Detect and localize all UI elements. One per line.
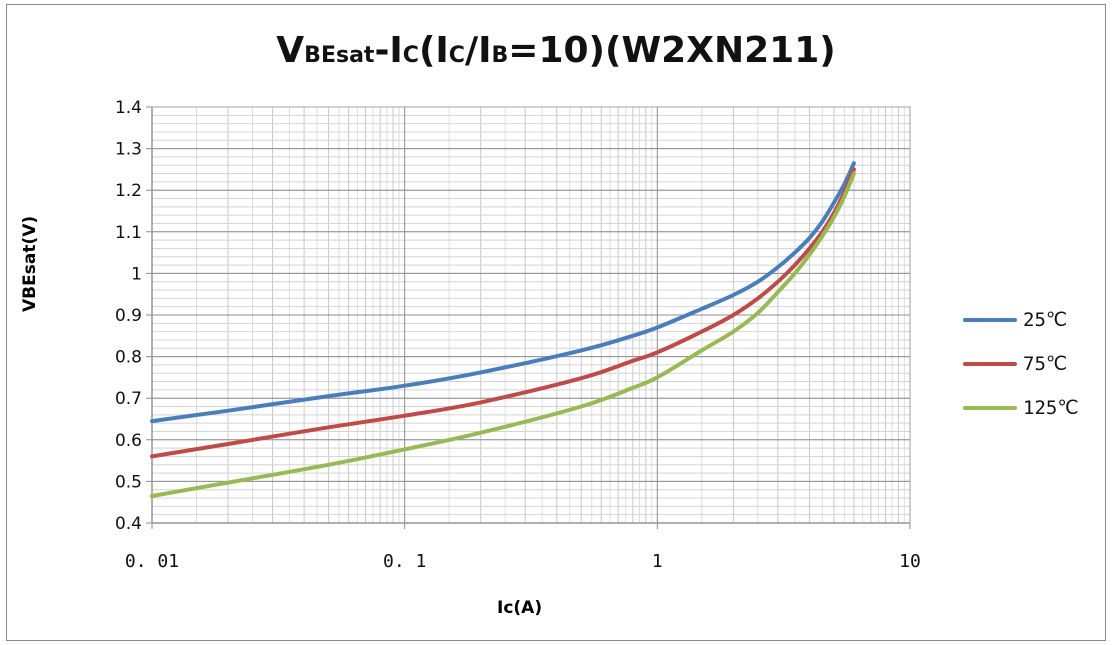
title-part: BEsat (304, 43, 375, 68)
y-tick-label: 1.3 (115, 140, 142, 160)
series-line-2 (150, 171, 856, 498)
x-tick-label: 1 (652, 551, 663, 572)
series-line-1 (150, 167, 856, 459)
y-tick-label: 0.5 (115, 472, 142, 492)
y-tick-label: 1.1 (115, 223, 142, 243)
legend: 25℃ 75℃ 125℃ (963, 309, 1103, 442)
plot-area (151, 106, 911, 524)
y-tick-label: 0.4 (115, 514, 142, 534)
legend-item: 75℃ (963, 353, 1103, 375)
chart-title: VBEsat-IC(IC/IB=10)(W2XN211) (0, 30, 1112, 71)
legend-item: 125℃ (963, 397, 1103, 419)
legend-label: 75℃ (1023, 353, 1068, 375)
legend-swatch (963, 406, 1017, 410)
y-tick-label: 0.8 (115, 348, 142, 368)
legend-item: 25℃ (963, 309, 1103, 331)
title-part: (I (418, 30, 449, 71)
title-part: C (402, 43, 419, 68)
y-axis-label: VBEsat(V) (20, 215, 40, 312)
chart-frame (6, 4, 1106, 641)
legend-swatch (963, 318, 1017, 322)
legend-label: 25℃ (1023, 309, 1068, 331)
series-line-0 (150, 161, 856, 424)
x-tick-label: 0. 01 (125, 551, 179, 572)
title-part: /I (464, 30, 492, 71)
x-tick-label: 0. 1 (383, 551, 426, 572)
title-part: B (491, 43, 509, 68)
title-part: C (448, 43, 465, 68)
y-tick-label: 0.7 (115, 389, 142, 409)
legend-swatch (963, 362, 1017, 366)
y-tick-label: 1.2 (115, 181, 142, 201)
x-tick-label: 10 (899, 551, 921, 572)
title-part: =10)(W2XN211) (508, 30, 836, 71)
y-tick-label: 0.9 (115, 306, 142, 326)
x-axis-label: Ic(A) (497, 598, 543, 618)
y-tick-label: 1.4 (115, 98, 142, 118)
title-part: -I (374, 30, 403, 71)
title-part: V (276, 30, 305, 71)
y-tick-label: 1 (131, 264, 142, 284)
legend-label: 125℃ (1023, 397, 1079, 419)
y-tick-label: 0.6 (115, 431, 142, 451)
